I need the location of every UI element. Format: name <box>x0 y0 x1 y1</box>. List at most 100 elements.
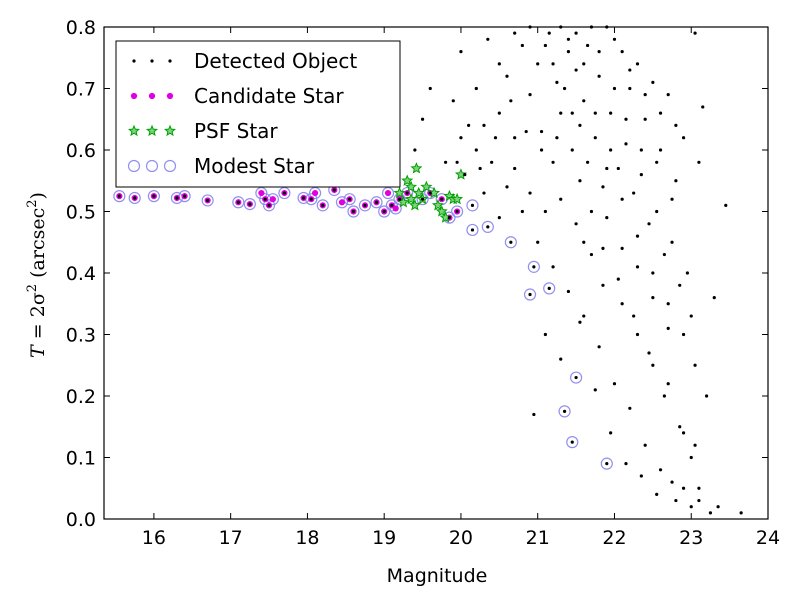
data-point <box>681 486 686 490</box>
data-point <box>716 505 720 509</box>
x-tick-label: 16 <box>142 527 166 549</box>
data-point <box>628 86 632 91</box>
data-point <box>523 288 537 301</box>
data-point <box>408 199 421 211</box>
data-point <box>620 246 624 250</box>
data-point <box>670 480 674 484</box>
data-point <box>616 166 620 171</box>
data-point <box>520 209 524 214</box>
data-point <box>505 74 509 78</box>
data-point <box>267 203 271 207</box>
data-point <box>578 320 582 324</box>
data-point <box>609 148 613 152</box>
data-point <box>697 486 701 490</box>
data-point <box>505 185 509 189</box>
data-point <box>701 105 705 109</box>
legend-items: Detected Object Candidate Star PSF Star Mod… <box>127 49 357 178</box>
data-point <box>440 197 444 201</box>
data-point <box>397 197 402 201</box>
data-point <box>348 197 352 201</box>
data-point <box>528 93 532 97</box>
data-point <box>589 252 594 257</box>
legend-marker <box>164 124 176 137</box>
data-point <box>459 136 463 140</box>
data-point <box>651 363 655 367</box>
data-point <box>570 111 574 115</box>
data-point <box>278 186 291 200</box>
data-point <box>543 43 547 48</box>
data-point <box>343 193 356 206</box>
data-point <box>597 50 601 54</box>
data-point <box>697 160 701 164</box>
data-point <box>405 192 418 205</box>
data-point <box>551 160 555 164</box>
data-point <box>282 191 286 195</box>
data-point <box>681 431 686 435</box>
data-point <box>600 457 613 470</box>
data-point <box>393 186 406 199</box>
data-point <box>309 197 313 201</box>
data-point <box>586 160 590 164</box>
data-point <box>647 351 651 355</box>
data-point <box>455 160 459 164</box>
data-point <box>527 260 540 273</box>
data-point <box>536 62 540 66</box>
data-point <box>616 277 620 281</box>
data-point <box>685 271 689 275</box>
data-point <box>539 129 544 134</box>
data-point <box>566 289 571 294</box>
data-point <box>566 50 571 54</box>
data-point <box>670 240 674 244</box>
y-tick-label: 0.2 <box>66 386 96 408</box>
data-point <box>543 332 547 337</box>
data-point <box>647 222 651 226</box>
data-point <box>152 194 156 198</box>
data-point <box>528 191 532 195</box>
data-point <box>513 166 517 171</box>
data-point <box>539 148 544 152</box>
data-point <box>651 80 655 84</box>
data-point <box>255 186 268 200</box>
y-tick-label: 0.8 <box>66 17 96 39</box>
data-point <box>543 282 556 295</box>
data-point <box>582 314 586 318</box>
data-point <box>466 223 479 237</box>
data-point <box>605 166 609 171</box>
data-point <box>547 286 551 290</box>
data-point <box>486 37 490 41</box>
legend-item-psf-star: PSF Star <box>128 119 278 143</box>
data-point <box>601 283 605 287</box>
data-point <box>666 302 670 306</box>
data-point <box>316 199 329 212</box>
data-point <box>467 123 471 127</box>
data-point <box>601 185 605 189</box>
y-tick-label: 0.0 <box>66 509 96 531</box>
data-point <box>651 271 655 275</box>
data-point <box>658 111 663 115</box>
legend-marker <box>128 124 140 137</box>
data-point <box>578 123 582 127</box>
data-point <box>459 50 463 54</box>
data-point <box>509 240 513 244</box>
data-point <box>451 205 464 218</box>
x-tick-label: 18 <box>295 527 319 549</box>
data-point <box>666 93 670 97</box>
data-point <box>593 136 597 140</box>
data-point <box>593 388 597 392</box>
data-point <box>332 188 336 192</box>
data-point <box>321 203 325 207</box>
data-point <box>574 222 578 226</box>
data-point <box>513 136 517 140</box>
data-point <box>551 265 555 269</box>
legend: Detected Object Candidate Star PSF Star Mod… <box>115 40 401 188</box>
data-point <box>358 199 372 212</box>
y-axis: 0.0 0.1 0.2 0.3 0.4 0.5 0.6 0.7 0.8 <box>66 17 768 531</box>
data-point <box>570 440 574 444</box>
legend-marker <box>130 92 138 100</box>
data-point <box>509 99 513 103</box>
data-point <box>389 202 402 215</box>
data-point <box>739 511 743 515</box>
data-point <box>390 203 394 207</box>
data-point <box>420 180 433 193</box>
data-point <box>689 455 693 460</box>
